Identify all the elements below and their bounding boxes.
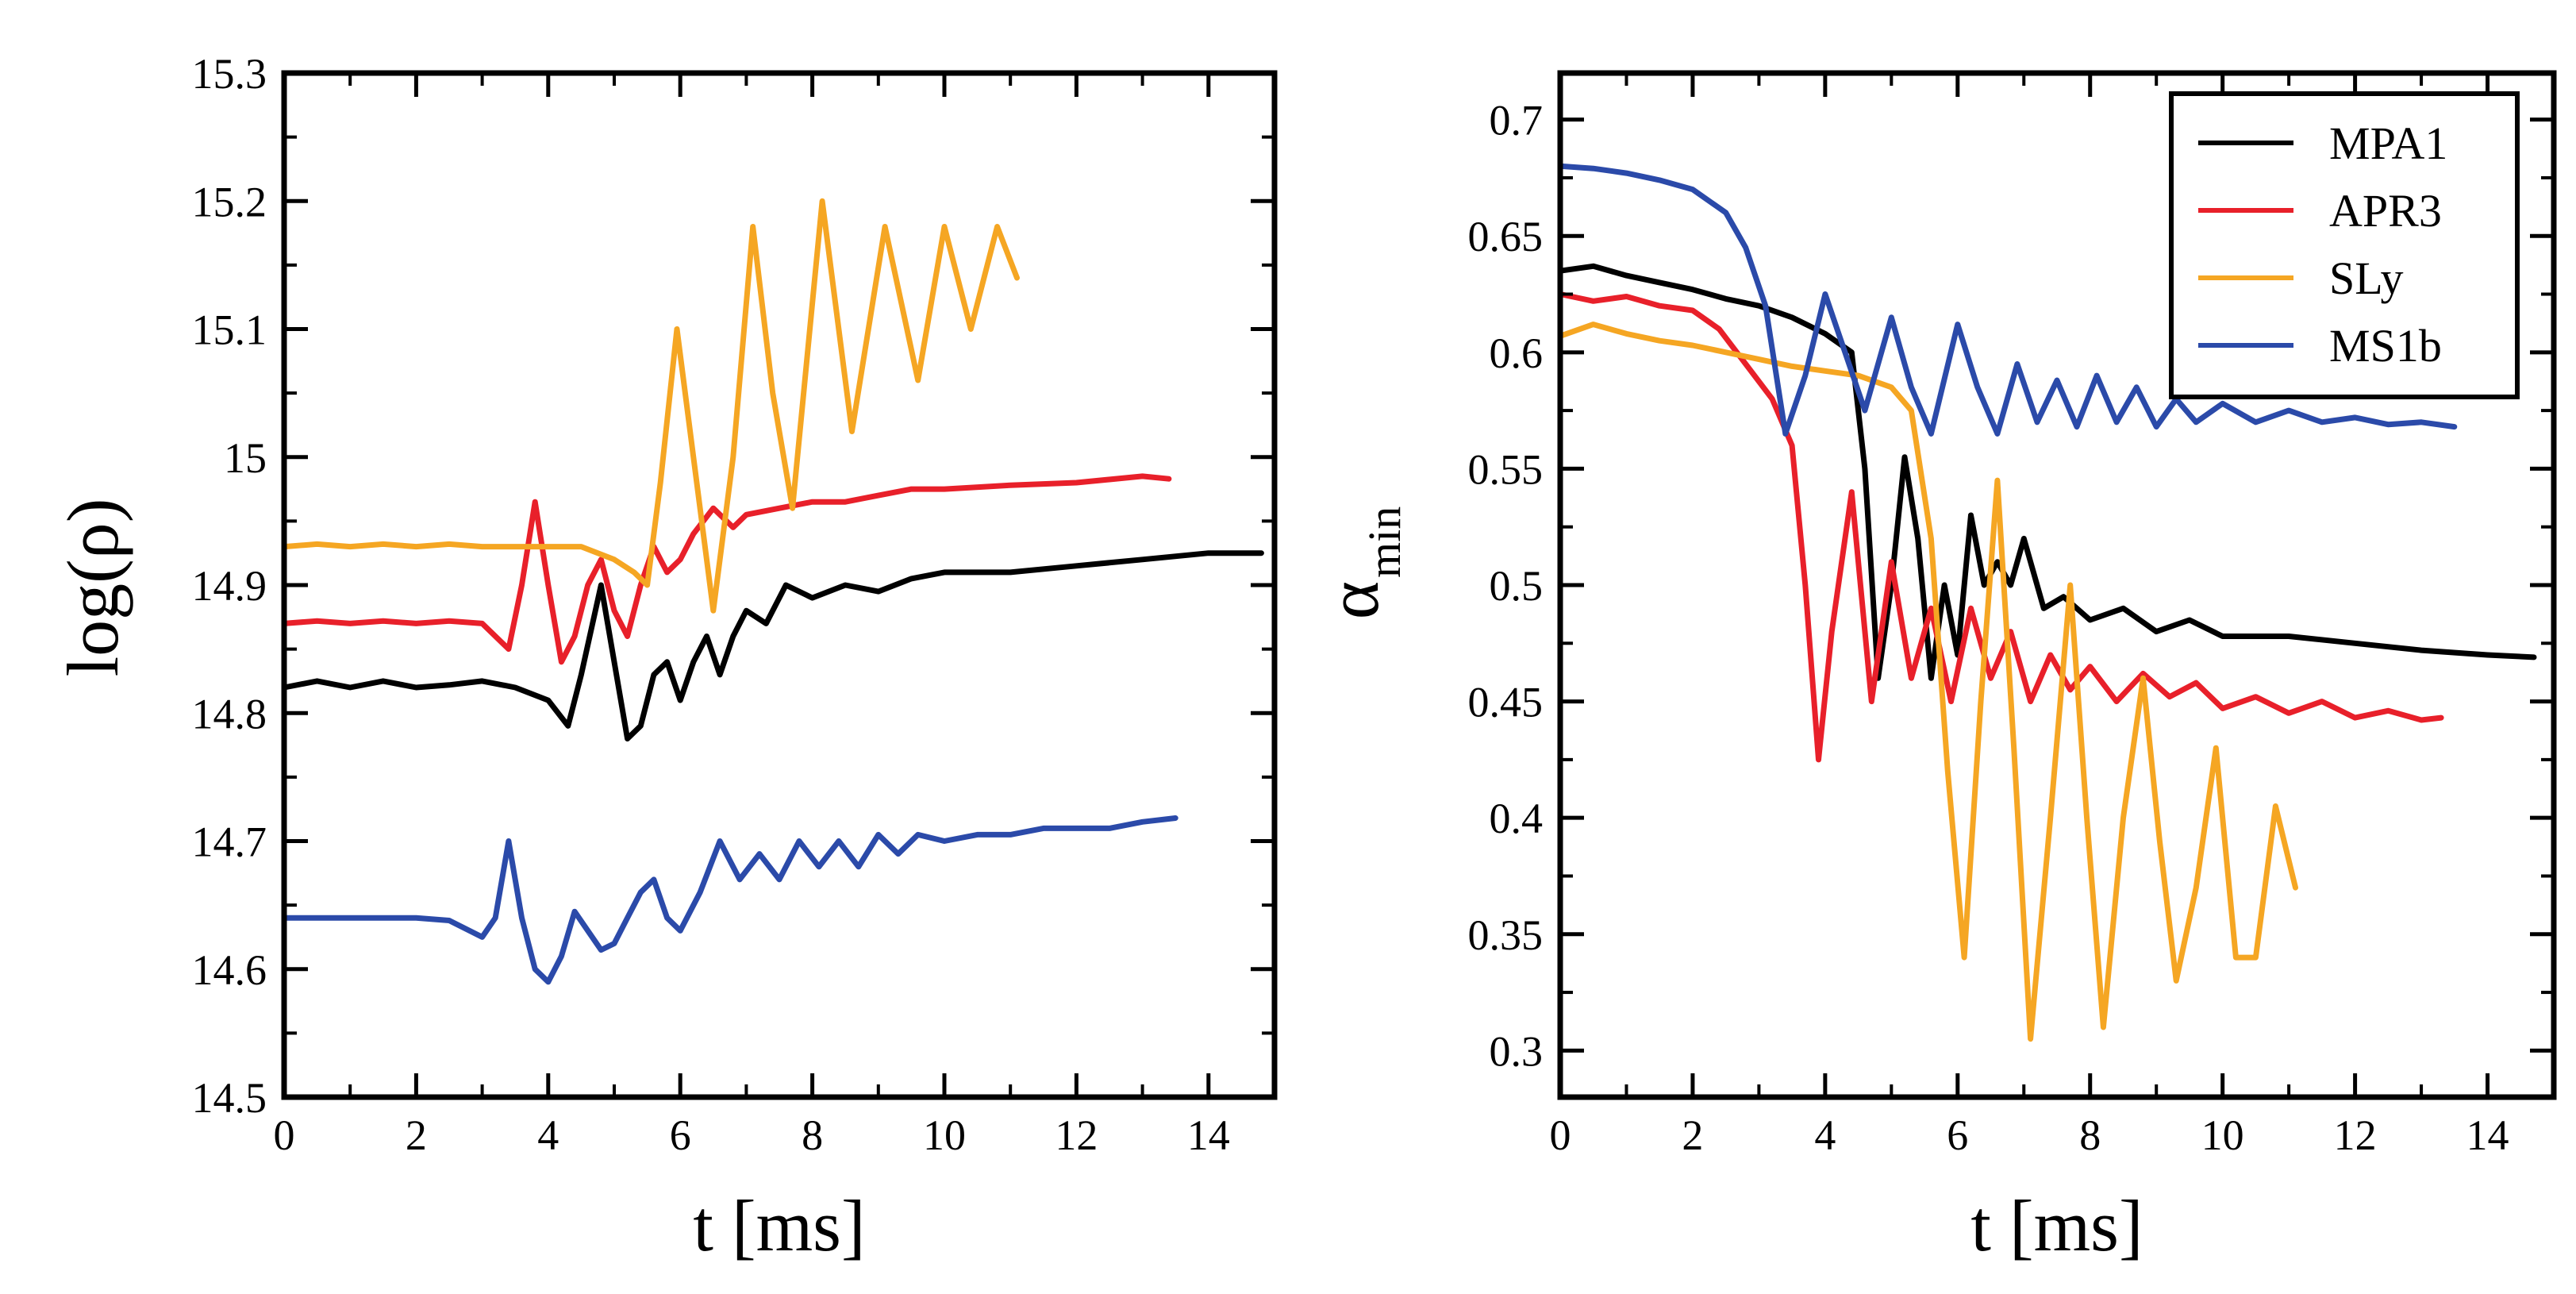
left-panel-frame [281,70,1278,1100]
x-tick-label: 4 [1814,1111,1836,1159]
y-tick-label: 0.6 [1490,329,1544,377]
right-panel-ticks: 0 2 4 6 8 10 12 14 0.3 0.35 0.4 0.45 0.5 0.55 0.6 0.65 0… [1468,73,2554,1159]
y-tick-label: 0.35 [1468,911,1544,959]
y-tick-label: 0.4 [1490,795,1544,842]
right-panel-ylabel: α [1313,581,1394,619]
y-tick-label: 0.65 [1468,213,1544,260]
series-line-mpa1 [1557,263,2537,681]
left-panel-ylabel: log(ρ) [52,499,133,677]
legend-entry-apr3: APR3 [2198,185,2442,237]
y-tick-label: 14.8 [192,690,267,738]
legend-label-mpa1: MPA1 [2329,117,2447,169]
y-tick-label: 14.9 [192,562,267,610]
x-tick-label: 0 [274,1111,295,1159]
y-tick-label: 15 [224,434,267,482]
series-line-ms1b [281,815,1178,985]
x-tick-label: 2 [1682,1111,1703,1159]
x-tick-label: 6 [670,1111,691,1159]
legend-label-ms1b: MS1b [2329,320,2442,372]
legend-label-sly: SLy [2329,252,2404,304]
series-line-sly [1557,322,2298,1042]
x-tick-label: 10 [923,1111,966,1159]
right-panel-series-lines [1557,163,2537,1042]
y-tick-label: 0.3 [1490,1027,1544,1075]
x-tick-label: 14 [1187,1111,1230,1159]
y-tick-label: 15.1 [192,306,267,354]
x-tick-label: 12 [1055,1111,1098,1159]
x-tick-label: 8 [802,1111,823,1159]
x-tick-label: 6 [1947,1111,1968,1159]
left-panel-ticks: 0 2 4 6 8 10 12 14 14.5 14.6 14.7 14.8 14.9 15 15.1 15.… [192,50,1275,1159]
left-panel-log-density: 0 2 4 6 8 10 12 14 14.5 14.6 14.7 14.8 14.9 15 15.1 15.… [52,50,1278,1266]
legend-entry-mpa1: MPA1 [2198,117,2447,169]
x-tick-label: 14 [2466,1111,2509,1159]
x-tick-label: 4 [537,1111,559,1159]
right-panel-xlabel: t [ms] [1970,1185,2143,1266]
legend: MPA1 APR3 SLy MS1b [2169,91,2520,399]
right-panel-alpha-min: 0 2 4 6 8 10 12 14 0.3 0.35 0.4 0.45 0.5 0.55 0.6 0.65 0… [1313,70,2557,1266]
x-tick-label: 0 [1550,1111,1571,1159]
series-line-apr3 [1557,291,2444,763]
y-tick-label: 15.2 [192,178,267,225]
left-panel-xlabel: t [ms] [693,1185,865,1266]
y-tick-label: 14.7 [192,818,267,866]
y-tick-label: 0.7 [1490,97,1544,144]
x-tick-label: 2 [406,1111,427,1159]
series-line-mpa1 [281,550,1264,741]
y-tick-label: 14.6 [192,946,267,994]
series-line-ms1b [1557,163,2458,437]
y-tick-label: 0.45 [1468,679,1544,726]
right-panel-ylabel-subscript: min [1359,506,1410,578]
left-panel-series-lines [281,198,1264,985]
y-tick-label: 0.55 [1468,445,1544,493]
right-panel-ylabel-group: α min [1313,506,1410,619]
y-tick-label: 0.5 [1490,562,1544,610]
x-tick-label: 12 [2334,1111,2377,1159]
y-tick-label: 15.3 [192,50,267,98]
x-tick-label: 10 [2201,1111,2244,1159]
y-tick-label: 14.5 [192,1074,267,1122]
series-line-apr3 [281,473,1172,665]
legend-entry-sly: SLy [2198,252,2404,304]
series-line-sly [281,198,1020,614]
x-tick-label: 8 [2079,1111,2101,1159]
legend-entry-ms1b: MS1b [2198,320,2442,372]
legend-label-apr3: APR3 [2329,185,2442,237]
